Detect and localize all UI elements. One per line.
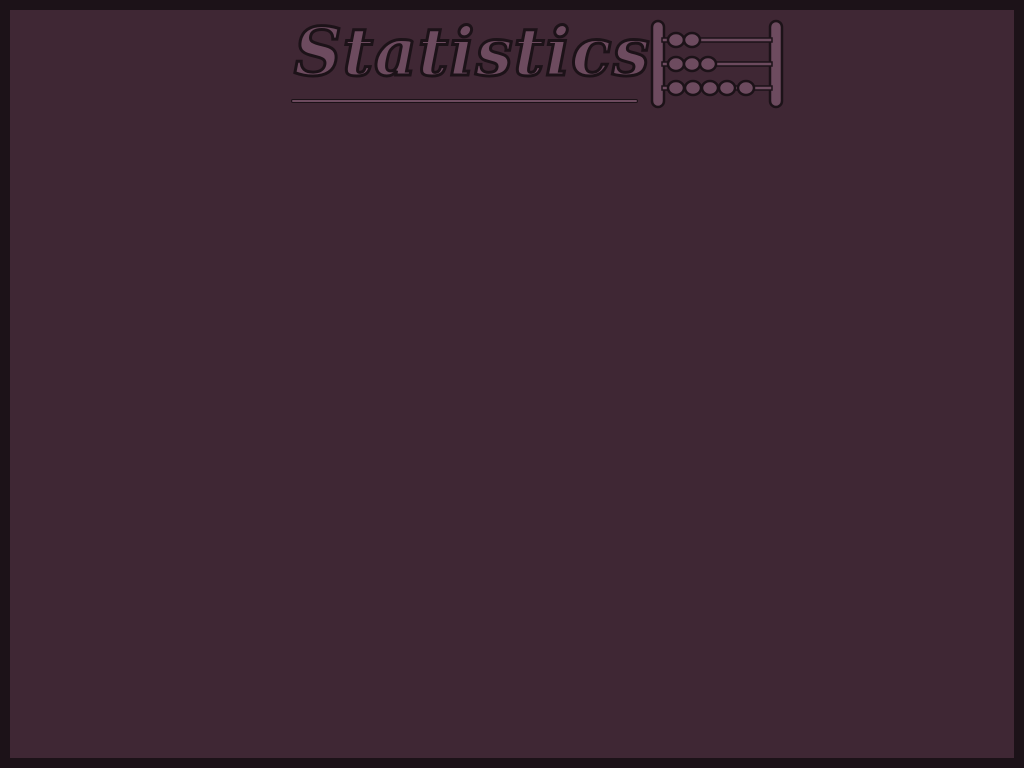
statistics-panel — [10, 10, 1014, 758]
title-underline — [291, 99, 638, 103]
abacus-icon — [650, 19, 784, 109]
page-title: Statistics — [293, 12, 652, 93]
title-area: Statistics — [290, 12, 652, 107]
